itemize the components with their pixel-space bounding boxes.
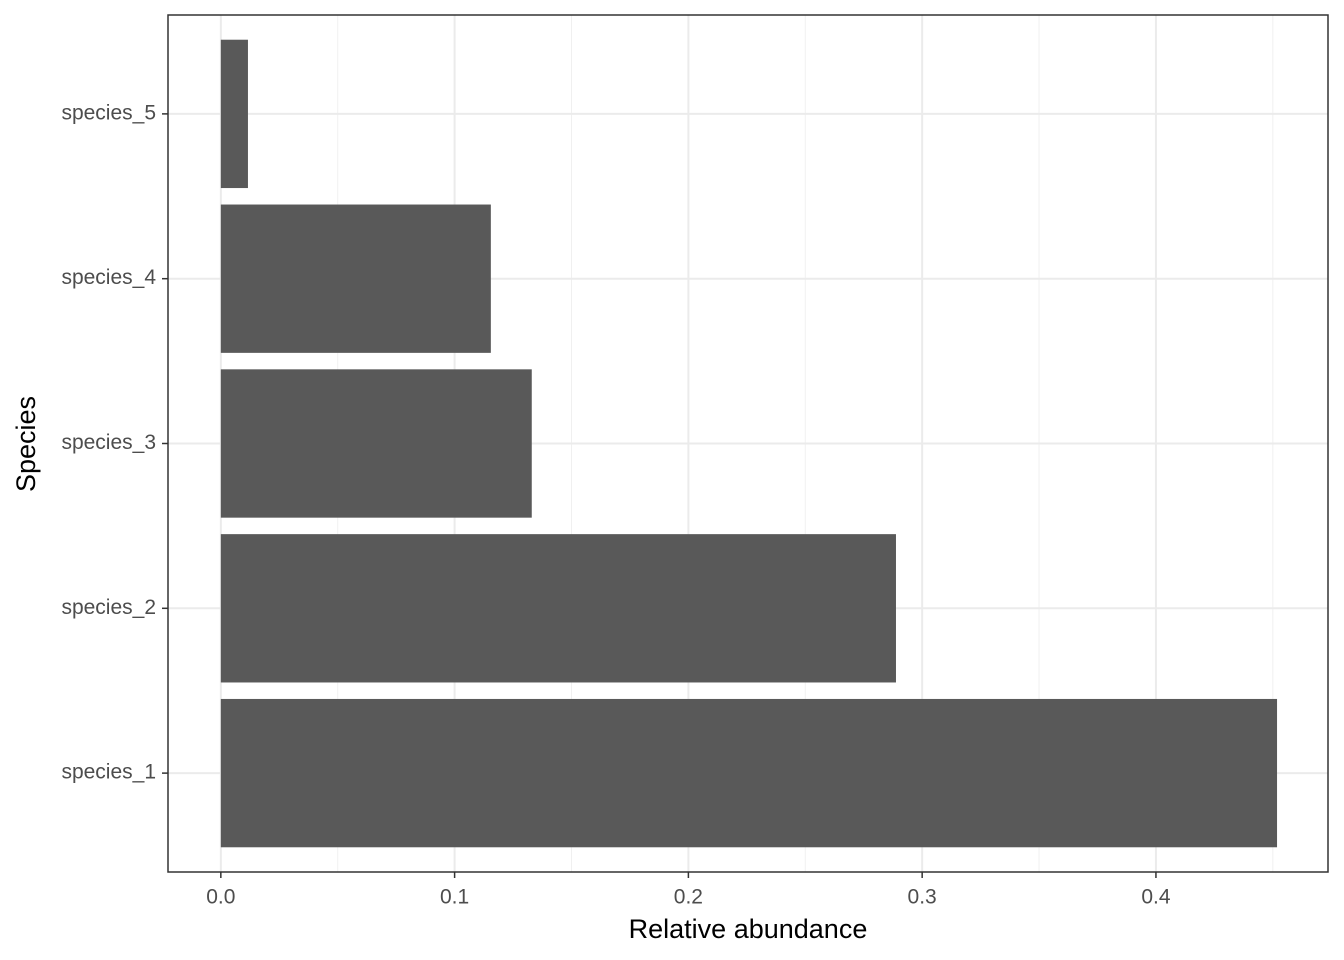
bar [220, 39, 248, 189]
panel-border [167, 14, 1329, 873]
y-tick-label: species_3 [61, 431, 156, 454]
x-tick-label: 0.4 [1141, 886, 1171, 909]
bar [220, 204, 491, 353]
bar [220, 698, 1278, 848]
x-tick-label: 0.2 [674, 886, 703, 909]
y-tick-label: species_4 [61, 266, 156, 289]
bar [220, 369, 532, 518]
bar [220, 534, 896, 683]
x-tick-label: 0.3 [908, 886, 937, 909]
y-tick-label: species_2 [61, 596, 156, 619]
x-tick-label: 0.0 [206, 886, 235, 909]
x-axis-title: Relative abundance [629, 914, 868, 944]
y-tick-label: species_1 [61, 761, 156, 784]
y-tick-label: species_5 [61, 101, 156, 124]
x-tick-label: 0.1 [440, 886, 469, 909]
y-axis-title: Species [11, 396, 41, 492]
